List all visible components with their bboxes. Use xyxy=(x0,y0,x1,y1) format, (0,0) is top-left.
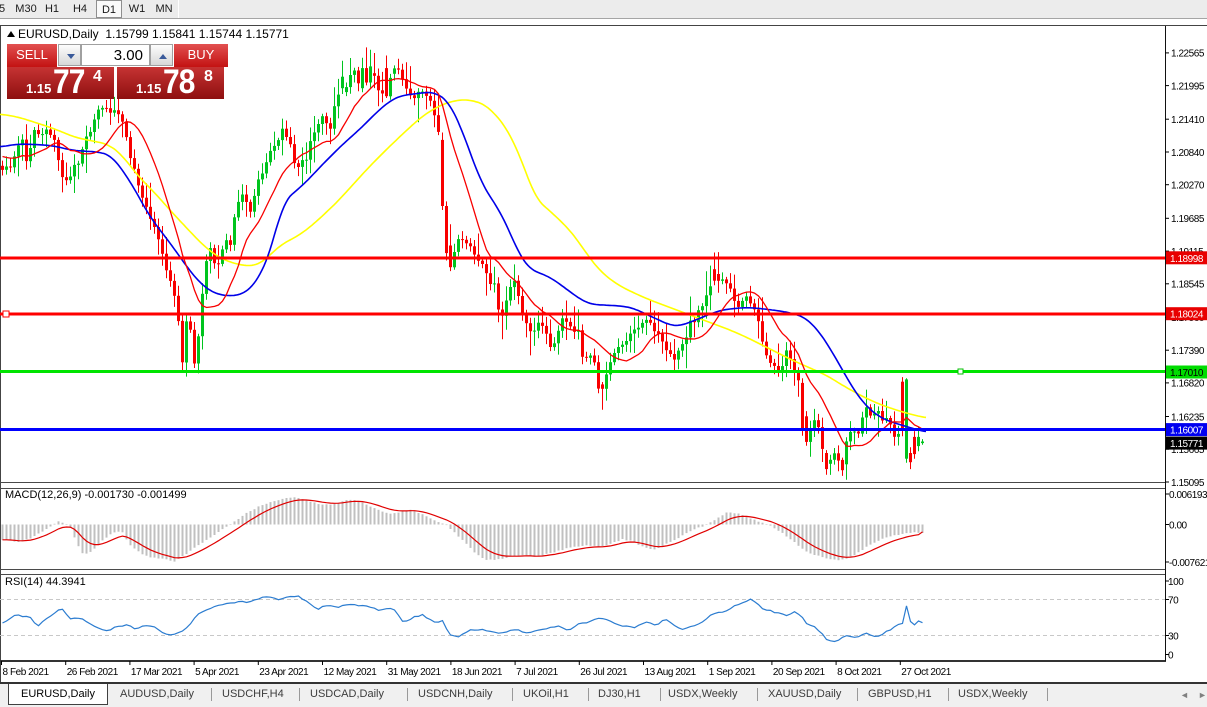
svg-text:17 Mar 2021: 17 Mar 2021 xyxy=(131,667,183,678)
svg-text:20 Sep 2021: 20 Sep 2021 xyxy=(773,667,826,678)
svg-text:30: 30 xyxy=(1168,631,1179,642)
svg-text:1.16007: 1.16007 xyxy=(1170,426,1204,437)
svg-text:1.15665: 1.15665 xyxy=(1171,445,1205,456)
svg-text:1.22565: 1.22565 xyxy=(1171,49,1205,60)
svg-text:31 May 2021: 31 May 2021 xyxy=(388,667,442,678)
svg-text:12 May 2021: 12 May 2021 xyxy=(324,667,378,678)
svg-text:1.17010: 1.17010 xyxy=(1170,368,1204,379)
svg-text:1.15095: 1.15095 xyxy=(1171,478,1205,489)
svg-text:0.00: 0.00 xyxy=(1169,520,1188,531)
svg-text:1.20840: 1.20840 xyxy=(1171,148,1205,159)
svg-text:5 Apr 2021: 5 Apr 2021 xyxy=(195,667,240,678)
svg-text:1.18024: 1.18024 xyxy=(1170,310,1204,321)
svg-text:23 Apr 2021: 23 Apr 2021 xyxy=(259,667,309,678)
svg-text:8 Feb 2021: 8 Feb 2021 xyxy=(3,667,50,678)
svg-text:1.15771: 1.15771 xyxy=(1170,439,1204,450)
svg-text:1.16820: 1.16820 xyxy=(1171,379,1205,390)
svg-text:100: 100 xyxy=(1168,577,1184,588)
svg-text:1.18998: 1.18998 xyxy=(1170,254,1204,265)
svg-text:26 Jul 2021: 26 Jul 2021 xyxy=(580,667,628,678)
svg-text:1.21995: 1.21995 xyxy=(1171,81,1205,92)
svg-text:0.006193: 0.006193 xyxy=(1169,490,1207,501)
svg-text:13 Aug 2021: 13 Aug 2021 xyxy=(645,667,697,678)
svg-text:27 Oct 2021: 27 Oct 2021 xyxy=(901,667,951,678)
svg-text:1.17390: 1.17390 xyxy=(1171,346,1205,357)
svg-text:1.18545: 1.18545 xyxy=(1171,280,1205,291)
svg-text:1 Sep 2021: 1 Sep 2021 xyxy=(709,667,757,678)
svg-text:1.16235: 1.16235 xyxy=(1171,412,1205,423)
svg-text:1.19685: 1.19685 xyxy=(1171,214,1205,225)
svg-text:18 Jun 2021: 18 Jun 2021 xyxy=(452,667,503,678)
svg-text:-0.007621: -0.007621 xyxy=(1169,558,1207,569)
svg-text:26 Feb 2021: 26 Feb 2021 xyxy=(67,667,119,678)
svg-text:70: 70 xyxy=(1168,595,1179,606)
svg-text:1.21410: 1.21410 xyxy=(1171,115,1205,126)
svg-text:0: 0 xyxy=(1168,650,1174,661)
svg-text:1.20270: 1.20270 xyxy=(1171,181,1205,192)
svg-text:8 Oct 2021: 8 Oct 2021 xyxy=(837,667,882,678)
svg-text:7 Jul 2021: 7 Jul 2021 xyxy=(516,667,559,678)
